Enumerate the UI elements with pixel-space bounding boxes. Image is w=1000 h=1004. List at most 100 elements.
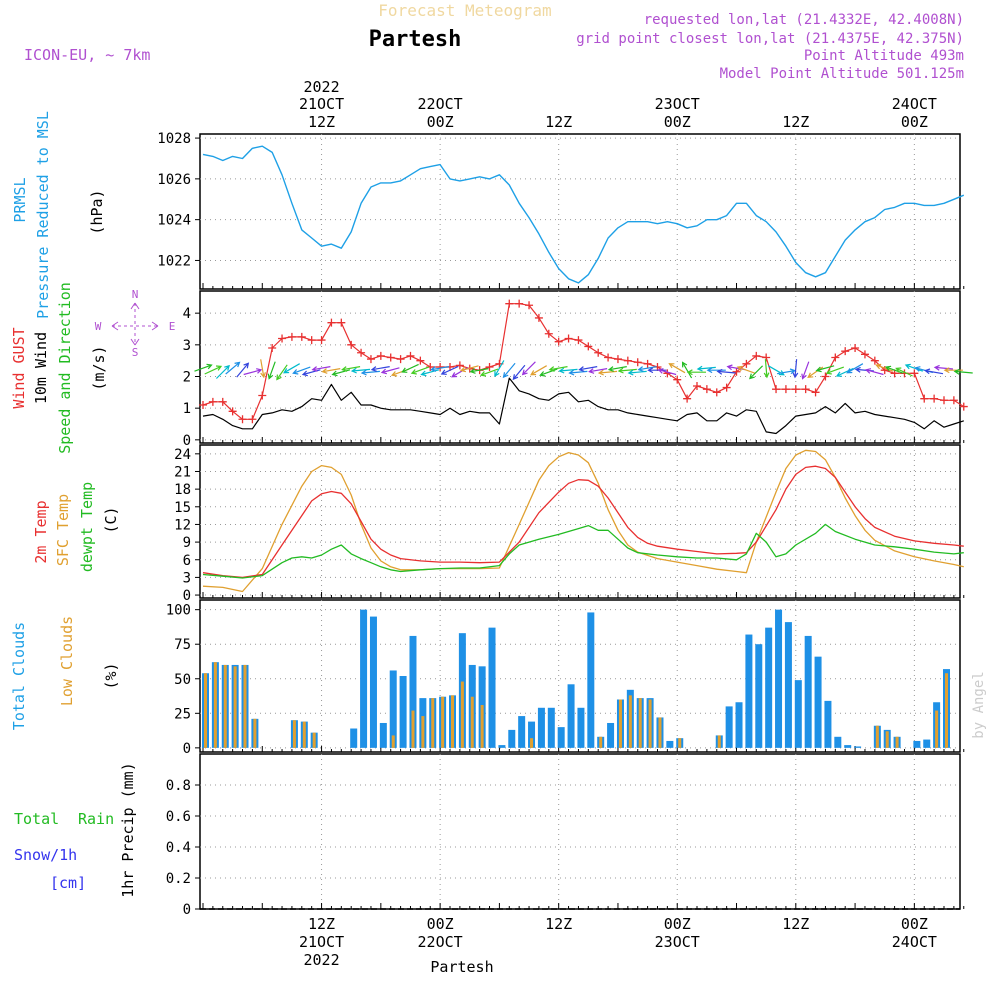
- low-clouds-bar: [470, 696, 474, 748]
- total-clouds-bar: [389, 670, 397, 748]
- total-clouds-bar: [804, 635, 812, 748]
- low-clouds-bar: [243, 664, 247, 748]
- wind-gust-marker: [208, 397, 217, 406]
- wind-direction-arrow: [430, 366, 450, 372]
- wind-direction-arrow: [204, 365, 223, 375]
- wind-gust-marker: [841, 347, 850, 356]
- wind-gust-marker: [238, 415, 247, 424]
- wind-direction-arrow: [370, 366, 390, 372]
- low-clouds-bar: [302, 721, 306, 748]
- temp-ytick-label: 21: [174, 464, 191, 480]
- pressure-panel-frame: [199, 133, 961, 290]
- low-clouds-bar: [945, 673, 948, 748]
- wind-gust-marker: [534, 313, 543, 322]
- total-clouds-bar: [498, 745, 506, 748]
- wind-gust-marker: [297, 332, 306, 341]
- wind-gust-marker: [959, 402, 968, 411]
- low-clouds-bar: [411, 710, 415, 748]
- wind-gust-marker: [762, 353, 771, 362]
- bottom-time-hour: 12Z: [545, 915, 572, 933]
- wind-direction-arrow: [350, 367, 371, 374]
- wind-direction-arrow: [763, 359, 770, 379]
- wind-direction-arrow: [953, 368, 973, 375]
- compass-rose: N S W E: [95, 288, 176, 359]
- wind-gust-marker: [722, 383, 731, 392]
- low-clouds-bar: [421, 716, 425, 748]
- total-clouds-bar: [775, 609, 783, 748]
- temp-ytick-label: 12: [174, 517, 191, 533]
- wind-gust-marker: [732, 367, 741, 376]
- wind-direction-arrow: [884, 365, 904, 374]
- wind-gust-marker: [870, 356, 879, 365]
- pressure-ytick-label: 1024: [157, 213, 191, 229]
- total-clouds-bar: [528, 721, 536, 748]
- total-clouds-bar: [735, 702, 743, 748]
- wind-direction-arrow: [792, 359, 799, 379]
- pressure-label-unit: (hPa): [88, 189, 106, 234]
- pressure-line: [202, 145, 965, 284]
- wind-direction-arrow: [681, 361, 693, 379]
- wind-gust-marker: [584, 342, 593, 351]
- top-time-date: 22OCT: [418, 95, 463, 113]
- total-clouds-bar: [488, 627, 496, 748]
- wind-direction-arrow: [736, 365, 756, 374]
- wind-direction-arrow: [401, 363, 419, 373]
- wind-gust-marker: [544, 329, 553, 338]
- wind-gust-marker: [604, 353, 613, 362]
- bottom-time-date: 22OCT: [418, 933, 463, 951]
- bottom-time-date: 24OCT: [892, 933, 937, 951]
- wind-gust-marker: [505, 299, 514, 308]
- total-clouds-bar: [518, 716, 526, 748]
- low-clouds-bar: [530, 738, 534, 748]
- low-clouds-bar: [648, 699, 652, 748]
- wind-gust-marker: [357, 348, 366, 357]
- compass-e: E: [169, 320, 176, 333]
- wind-direction-arrow: [933, 364, 954, 371]
- precip-label-rain: Rain: [78, 810, 114, 828]
- clouds-ytick-label: 50: [174, 672, 191, 688]
- wind-direction-arrow: [578, 366, 598, 372]
- wind-gust-marker: [643, 359, 652, 368]
- total-clouds-bar: [567, 684, 575, 748]
- y-tick-layer: 1022102410261028012340369121518212402550…: [157, 131, 200, 918]
- wind-direction-arrow: [494, 360, 505, 378]
- wind-gust-marker: [525, 301, 534, 310]
- wind-panel-frame: [199, 290, 961, 444]
- wind-direction-arrow: [607, 366, 627, 372]
- low-clouds-bar: [391, 735, 395, 748]
- wind-gust-marker: [228, 407, 237, 416]
- wind-gust-marker: [199, 401, 207, 409]
- low-clouds-bar: [253, 718, 257, 748]
- 2m-temp-line: [202, 465, 964, 579]
- wind-gust-marker: [436, 363, 445, 371]
- wind-gust-marker: [831, 353, 840, 362]
- clouds-ytick-label: 25: [174, 706, 191, 722]
- wind-10m-line: [202, 377, 964, 435]
- wind-direction-arrow: [835, 367, 854, 377]
- total-clouds-bar: [755, 644, 763, 748]
- wind-direction-arrow: [647, 367, 667, 374]
- wind-direction-arrow: [331, 369, 351, 377]
- clouds-label-low: Low Clouds: [58, 616, 76, 706]
- wind-direction-arrow: [301, 369, 321, 377]
- precip-ytick-label: 0.6: [166, 809, 191, 825]
- total-clouds-bar: [854, 746, 862, 748]
- wind-gust-marker: [406, 351, 415, 360]
- low-clouds-bar: [312, 732, 316, 748]
- low-clouds-bar: [638, 698, 642, 748]
- wind-gust-marker: [376, 351, 385, 360]
- total-clouds-bar: [587, 612, 595, 748]
- wind-gust-marker: [860, 350, 869, 359]
- wind-direction-arrow: [236, 362, 250, 378]
- wind-gust-marker: [811, 388, 820, 397]
- wind-gust-marker: [337, 318, 346, 327]
- wind-direction-arrow: [749, 365, 764, 380]
- total-clouds-bar: [409, 635, 417, 748]
- wind-gust-marker: [258, 391, 267, 400]
- wind-gust-marker: [554, 337, 563, 346]
- wind-direction-arrow: [243, 368, 263, 376]
- wind-gust-marker: [594, 348, 603, 357]
- compass-arrowheads: [111, 302, 159, 346]
- sfc-temp-line: [202, 449, 964, 593]
- wind-direction-arrow: [341, 366, 361, 372]
